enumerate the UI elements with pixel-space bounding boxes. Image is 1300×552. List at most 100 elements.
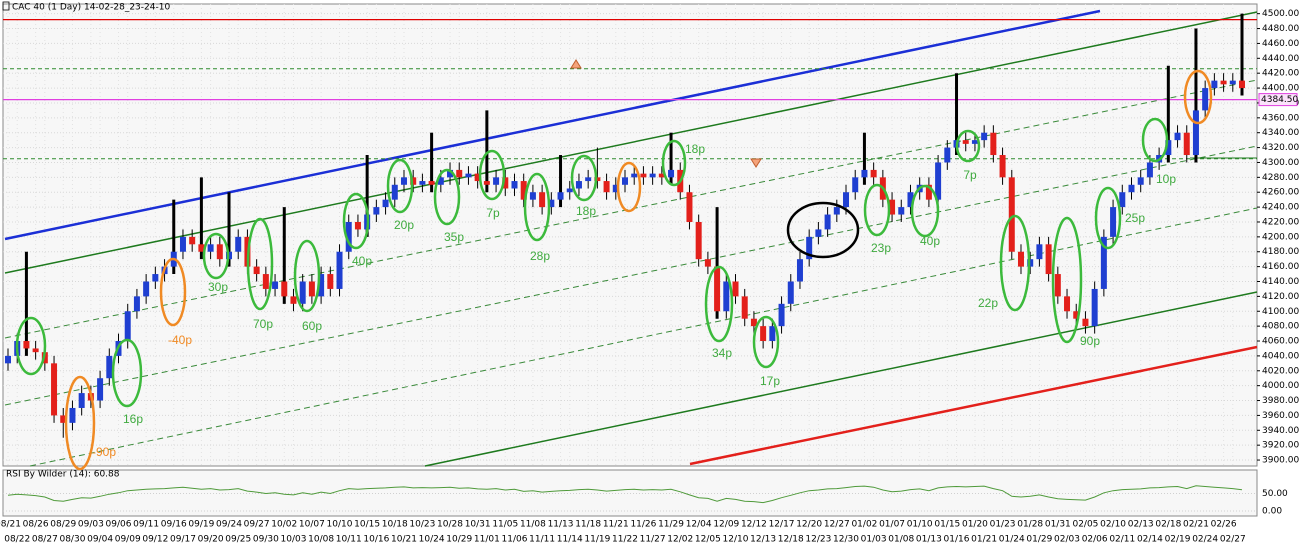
x-tick-label: 11/05	[492, 520, 518, 530]
candle-body	[714, 266, 721, 312]
x-tick-label: 10/23	[409, 520, 435, 530]
x-tick-label: 12/02	[667, 535, 693, 545]
y-tick-label: 4080.00	[1262, 322, 1299, 332]
y-tick-label: 4000.00	[1262, 381, 1299, 391]
x-tick-label: 12/18	[778, 535, 804, 545]
y-tick-label: 4460.00	[1262, 39, 1299, 49]
y-tick-label: 3900.00	[1262, 456, 1299, 466]
candle-body	[1036, 244, 1043, 260]
candle-body	[382, 199, 389, 208]
y-tick-label: 4320.00	[1262, 143, 1299, 153]
candle-body	[649, 173, 656, 178]
x-tick-label: 12/23	[805, 535, 831, 545]
indicator-tick-label: 50.00	[1262, 489, 1288, 499]
x-tick-label: 09/06	[106, 520, 132, 530]
candle-body	[106, 355, 113, 379]
candle-body	[290, 296, 297, 304]
annotation: 7p	[963, 168, 977, 182]
x-tick-label: 09/04	[87, 535, 113, 545]
candle-body	[207, 244, 214, 252]
highlight	[64, 375, 96, 471]
annotation: 60p	[302, 319, 322, 333]
candle-body	[189, 236, 196, 245]
candle-body	[502, 177, 509, 189]
y-tick-label: 4060.00	[1262, 337, 1299, 347]
x-tick-label: 09/16	[161, 520, 187, 530]
candle-body	[1183, 132, 1190, 156]
y-tick-label: 4100.00	[1262, 307, 1299, 317]
highlight	[661, 139, 687, 187]
highlight	[1051, 216, 1083, 344]
trend-line	[4, 11, 1258, 274]
candle-body	[640, 173, 647, 178]
candle-body	[299, 281, 306, 304]
candle-body	[990, 132, 997, 156]
candle-body	[336, 251, 343, 289]
x-tick-label: 12/12	[741, 520, 767, 530]
candle-body	[437, 177, 444, 185]
candle-body	[345, 221, 352, 252]
chart-title: CAC 40 (1 Day) 14-02-28_23-24-10	[12, 3, 170, 13]
y-tick-label: 3980.00	[1262, 396, 1299, 406]
candle-body	[1174, 132, 1181, 141]
x-tick-label: 02/14	[1137, 535, 1163, 545]
highlight	[863, 183, 891, 237]
candle-body	[354, 221, 361, 230]
candle-body	[1045, 244, 1052, 275]
candle-body	[971, 140, 978, 144]
candle-body	[529, 192, 536, 200]
x-tick-label: 02/05	[1072, 520, 1098, 530]
level-label: 4384.50	[1261, 95, 1298, 105]
x-tick-label: 09/11	[133, 520, 159, 530]
x-tick-label: 10/15	[354, 520, 380, 530]
y-tick-label: 4400.00	[1262, 84, 1299, 94]
candle-body	[925, 184, 932, 200]
x-tick-label: 01/21	[971, 535, 997, 545]
x-tick-label: 10/07	[299, 520, 325, 530]
triangle-marker	[750, 158, 762, 168]
candle-body	[769, 326, 776, 342]
candle-body	[1091, 288, 1098, 327]
candle-body	[32, 348, 39, 353]
y-tick-label: 4040.00	[1262, 351, 1299, 361]
trend-line	[4, 145, 1258, 406]
x-tick-label: 10/18	[382, 520, 408, 530]
x-tick-label: 10/24	[419, 535, 445, 545]
x-tick-label: 09/03	[78, 520, 104, 530]
candle-body	[631, 173, 638, 178]
x-tick-label: 08/30	[59, 535, 85, 545]
x-tick-label: 12/27	[824, 520, 850, 530]
highlight	[342, 192, 370, 250]
trend-line	[4, 79, 1258, 339]
annotation: 28p	[530, 249, 550, 263]
x-tick-label: 09/25	[225, 535, 251, 545]
x-tick-label: 12/10	[723, 535, 749, 545]
candle-body	[493, 177, 500, 185]
candle-body	[723, 281, 730, 312]
x-tick-label: 01/16	[944, 535, 970, 545]
x-tick-label: 11/08	[520, 520, 546, 530]
candle-body	[852, 177, 859, 193]
x-tick-label: 02/24	[1192, 535, 1218, 545]
y-tick-label: 4140.00	[1262, 277, 1299, 287]
annotations: -90p 16p -40p 30p 70p 60p 40p 20p 35p 7p 28p 18p 18p…	[92, 142, 1176, 459]
annotation: 20p	[394, 218, 414, 232]
x-tick-label: 11/01	[474, 535, 500, 545]
annotation: 10p	[1156, 172, 1176, 186]
candle-body	[907, 192, 914, 208]
highlight	[752, 315, 780, 369]
candle-body	[668, 169, 675, 178]
y-tick-label: 4200.00	[1262, 232, 1299, 242]
x-tick-label: 01/23	[990, 520, 1016, 530]
candle-body	[410, 177, 417, 185]
highlight	[1183, 69, 1213, 125]
highlight	[955, 129, 981, 163]
x-tick-label: 10/02	[271, 520, 297, 530]
y-tick-label: 3920.00	[1262, 441, 1299, 451]
candle-body	[152, 274, 159, 282]
x-tick-label: 12/05	[695, 535, 721, 545]
y-tick-label: 4480.00	[1262, 24, 1299, 34]
x-tick-label: 02/18	[1155, 520, 1181, 530]
annotation: -40p	[168, 333, 192, 347]
